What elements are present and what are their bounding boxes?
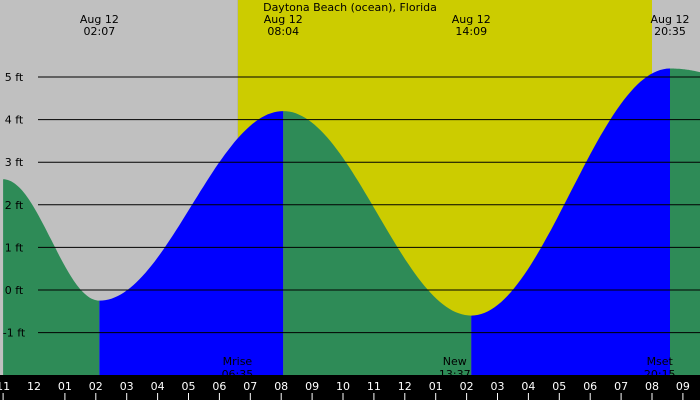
- falling-tide-segment: [3, 179, 100, 375]
- falling-tide-segment: [283, 111, 472, 375]
- x-tick-label: 02: [460, 380, 474, 393]
- moon-event-label: Mrise: [223, 355, 253, 368]
- x-tick-label: 08: [645, 380, 659, 393]
- x-tick-label: 08: [274, 380, 288, 393]
- x-tick-label: 01: [429, 380, 443, 393]
- y-tick-label: -1 ft: [3, 327, 26, 340]
- x-tick-label: 06: [212, 380, 226, 393]
- x-tick-label: 07: [614, 380, 628, 393]
- y-tick-label: 3 ft: [5, 156, 24, 169]
- x-tick-label: 03: [491, 380, 505, 393]
- tide-extreme-time: 20:35: [654, 25, 686, 38]
- y-tick-label: 1 ft: [5, 241, 24, 254]
- y-tick-label: 0 ft: [5, 284, 24, 297]
- y-tick-label: 4 ft: [5, 114, 24, 127]
- x-tick-label: 03: [120, 380, 134, 393]
- x-tick-label: 10: [336, 380, 350, 393]
- tide-extreme-date: Aug 12: [452, 13, 491, 26]
- y-tick-label: 5 ft: [5, 71, 24, 84]
- x-tick-label: 04: [521, 380, 535, 393]
- x-tick-label: 02: [89, 380, 103, 393]
- tide-extreme-time: 02:07: [84, 25, 116, 38]
- tide-extreme-time: 14:09: [455, 25, 487, 38]
- x-tick-label: 11: [367, 380, 381, 393]
- moon-event-label: Mset: [647, 355, 674, 368]
- x-tick-label: 12: [27, 380, 41, 393]
- tide-extreme-date: Aug 12: [80, 13, 119, 26]
- x-tick-label: 09: [676, 380, 690, 393]
- tide-extreme-date: Aug 12: [651, 13, 690, 26]
- x-tick-label: 04: [151, 380, 165, 393]
- midnight-marker: [32, 391, 36, 400]
- rising-tide-segment: [471, 68, 670, 375]
- chart-title: Daytona Beach (ocean), Florida: [263, 1, 437, 14]
- y-gridlines: [38, 76, 700, 334]
- moon-event-label: New: [443, 355, 467, 368]
- x-tick-label: 07: [243, 380, 257, 393]
- x-tick-label: 12: [398, 380, 412, 393]
- falling-tide-segment: [670, 68, 700, 375]
- rising-tide-segment: [99, 111, 284, 375]
- tide-extreme-time: 08:04: [267, 25, 299, 38]
- x-tick-label: 09: [305, 380, 319, 393]
- tide-area: [3, 68, 700, 375]
- x-tick-label: 05: [552, 380, 566, 393]
- y-axis: 5 ft 4 ft 3 ft 2 ft 1 ft 0 ft -1 ft: [3, 71, 26, 340]
- x-axis-band: [0, 375, 700, 400]
- x-tick-label: 06: [583, 380, 597, 393]
- x-tick-label: 05: [182, 380, 196, 393]
- x-tick-label: 11: [0, 380, 10, 393]
- x-tick-label: 01: [58, 380, 72, 393]
- tide-extreme-date: Aug 12: [264, 13, 303, 26]
- x-axis: 11 12 01 02 03 04 05 06 07 08 09 10 11 12 01 02 03 04 05 06…: [0, 375, 700, 400]
- y-tick-label: 2 ft: [5, 199, 24, 212]
